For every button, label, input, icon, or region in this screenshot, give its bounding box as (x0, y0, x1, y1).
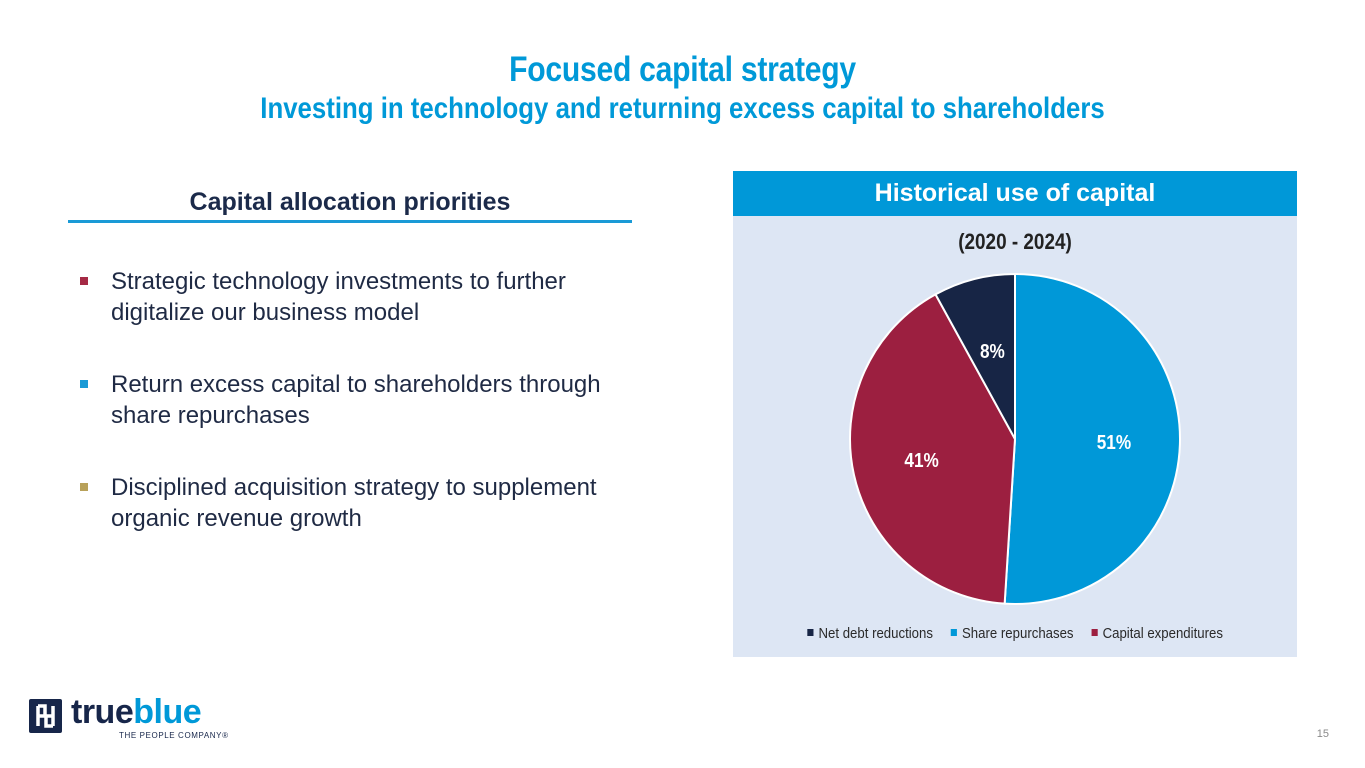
list-item: Return excess capital to shareholders th… (80, 369, 640, 431)
legend-swatch-icon (1091, 629, 1098, 636)
bullet-text: Disciplined acquisition strategy to supp… (111, 474, 597, 532)
pie-slice-share-repurchases (1003, 272, 1181, 605)
heading-divider (68, 220, 632, 223)
bullet-text: Strategic technology investments to furt… (111, 268, 566, 326)
pie-slice-capital-expenditures (849, 293, 1017, 605)
page-number: 15 (1316, 728, 1329, 740)
list-item: Strategic technology investments to furt… (80, 266, 640, 328)
legend-swatch-icon (807, 629, 814, 636)
pie-data-label: 41% (904, 449, 939, 472)
bullet-text: Return excess capital to shareholders th… (111, 371, 601, 429)
list-item: Disciplined acquisition strategy to supp… (80, 472, 640, 534)
legend-label: Net debt reductions (818, 625, 933, 642)
legend-label: Capital expenditures (1102, 625, 1223, 642)
pie-data-label: 51% (1097, 431, 1132, 454)
pie-chart: 51% 41% 8% (849, 272, 1181, 605)
bullet-square-icon (80, 483, 88, 491)
slide-title: Focused capital strategy (509, 50, 856, 89)
logo-word-blue: blue (133, 693, 202, 731)
logo-tagline: THE PEOPLE COMPANY® (119, 731, 229, 740)
logo-word-true: true (71, 693, 134, 731)
legend-swatch-icon (950, 629, 957, 636)
legend-label: Share repurchases (962, 625, 1074, 642)
priorities-heading: Capital allocation priorities (189, 188, 511, 216)
bullet-square-icon (80, 380, 88, 388)
chart-panel-header: Historical use of capital (733, 171, 1297, 216)
chart-legend: Net debt reductions Share repurchases Capi… (767, 625, 1263, 642)
logo-wordmark: trueblue (71, 693, 202, 732)
legend-item: Capital expenditures (1091, 625, 1223, 642)
priorities-list: Strategic technology investments to furt… (80, 266, 640, 575)
pie-slice-net-debt-reductions (934, 272, 1016, 440)
legend-item: Net debt reductions (807, 625, 933, 642)
bullet-square-icon (80, 277, 88, 285)
slide-subtitle: Investing in technology and returning ex… (260, 92, 1105, 125)
logo-mark-icon (29, 699, 62, 733)
legend-item: Share repurchases (950, 625, 1074, 642)
pie-data-label: 8% (980, 340, 1005, 363)
chart-subtitle: (2020 - 2024) (958, 229, 1072, 254)
chart-panel: Historical use of capital (2020 - 2024) … (733, 171, 1297, 657)
